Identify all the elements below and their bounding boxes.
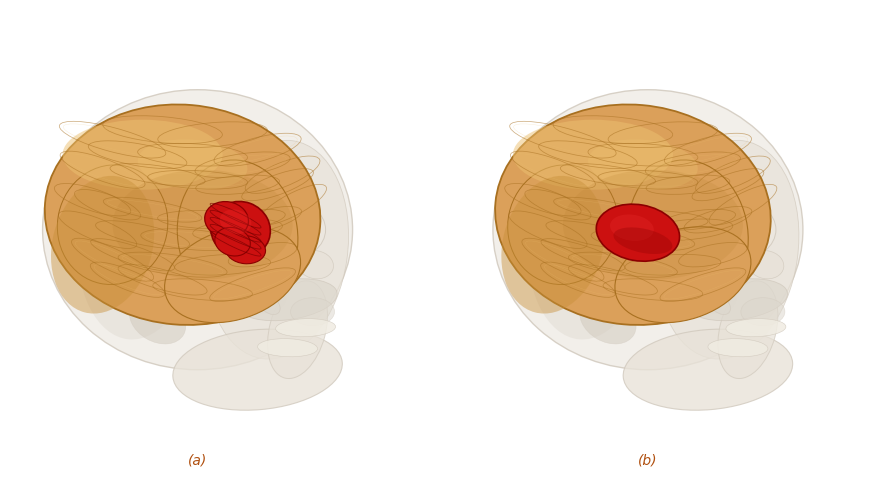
Ellipse shape (740, 298, 785, 326)
Ellipse shape (138, 139, 247, 190)
Ellipse shape (627, 160, 748, 310)
Ellipse shape (43, 90, 352, 369)
Ellipse shape (688, 279, 788, 320)
Ellipse shape (726, 318, 786, 337)
Ellipse shape (214, 227, 250, 256)
Ellipse shape (238, 279, 337, 320)
Ellipse shape (596, 204, 680, 261)
Ellipse shape (177, 160, 298, 310)
Ellipse shape (615, 227, 751, 322)
Ellipse shape (165, 227, 301, 322)
Ellipse shape (148, 124, 287, 205)
Ellipse shape (495, 104, 771, 325)
Ellipse shape (276, 318, 336, 337)
Ellipse shape (268, 281, 328, 379)
Ellipse shape (669, 266, 737, 314)
Ellipse shape (717, 212, 769, 252)
Ellipse shape (709, 295, 731, 315)
Ellipse shape (657, 140, 799, 359)
Ellipse shape (297, 250, 334, 279)
Ellipse shape (226, 236, 265, 264)
Ellipse shape (57, 165, 168, 285)
Ellipse shape (220, 209, 251, 234)
Text: (b): (b) (638, 454, 658, 467)
Ellipse shape (623, 329, 793, 410)
Ellipse shape (62, 120, 222, 190)
Ellipse shape (205, 201, 248, 238)
Ellipse shape (610, 215, 654, 241)
Ellipse shape (259, 295, 280, 315)
Ellipse shape (613, 227, 672, 254)
Ellipse shape (700, 200, 776, 260)
Ellipse shape (748, 250, 784, 279)
Ellipse shape (718, 281, 778, 379)
Ellipse shape (249, 200, 326, 260)
Ellipse shape (173, 329, 343, 410)
Ellipse shape (507, 165, 619, 285)
Ellipse shape (219, 266, 287, 314)
Ellipse shape (112, 170, 293, 280)
Ellipse shape (211, 201, 271, 258)
Ellipse shape (528, 140, 648, 340)
Ellipse shape (588, 139, 698, 190)
Ellipse shape (44, 104, 320, 325)
Ellipse shape (493, 90, 803, 369)
Ellipse shape (290, 298, 335, 326)
Ellipse shape (77, 140, 198, 340)
Ellipse shape (579, 295, 636, 344)
Ellipse shape (257, 339, 318, 357)
Ellipse shape (129, 295, 186, 344)
Text: (a): (a) (188, 454, 207, 467)
Ellipse shape (708, 339, 768, 357)
Ellipse shape (598, 124, 738, 205)
Ellipse shape (51, 176, 154, 314)
Ellipse shape (206, 140, 349, 359)
Ellipse shape (513, 120, 673, 190)
Ellipse shape (562, 170, 743, 280)
Ellipse shape (501, 176, 604, 314)
Ellipse shape (267, 212, 319, 252)
